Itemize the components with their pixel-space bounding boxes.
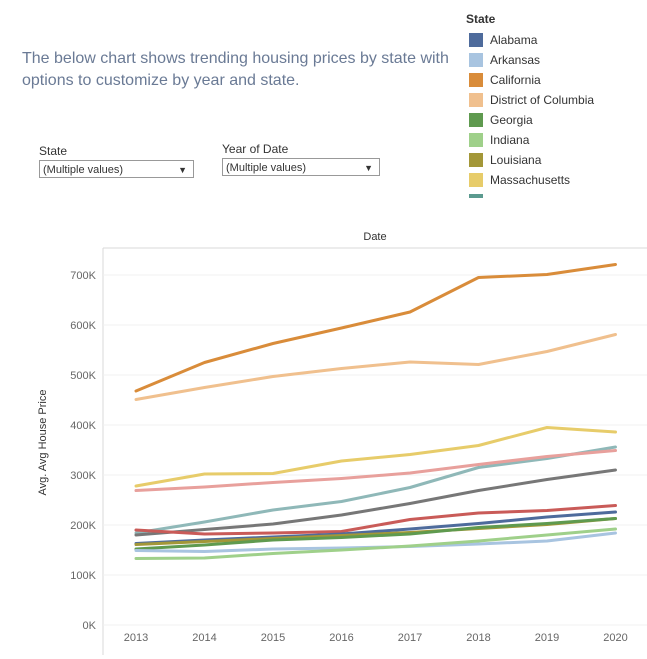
y-tick-label: 200K [70, 520, 96, 532]
x-tick-label: 2018 [466, 632, 490, 644]
x-tick-label: 2020 [603, 632, 627, 644]
series-line [134, 468, 617, 537]
legend-label: Indiana [490, 133, 530, 147]
y-tick-label: 100K [70, 570, 96, 582]
legend-swatch [469, 93, 483, 107]
legend-title: State [466, 12, 496, 26]
chevron-down-icon: ▼ [178, 165, 187, 175]
series-line [134, 426, 617, 488]
legend-swatch [469, 113, 483, 127]
legend-swatch [469, 173, 483, 187]
series-line [134, 263, 617, 393]
legend-items: Alabama Arkansas California District of Col… [466, 30, 636, 190]
series-line [134, 504, 617, 536]
year-filter-value: (Multiple values) [226, 162, 307, 174]
legend-swatch [469, 73, 483, 87]
series-line [134, 527, 617, 560]
legend-item[interactable]: California [466, 70, 636, 90]
legend-overflow-swatch [469, 194, 483, 198]
legend-label: California [490, 73, 541, 87]
state-filter-value: (Multiple values) [43, 164, 124, 176]
x-tick-label: 2013 [124, 632, 148, 644]
legend-item[interactable]: Georgia [466, 110, 636, 130]
y-tick-label: 700K [70, 270, 96, 282]
legend-item[interactable]: Indiana [466, 130, 636, 150]
line-chart: Date 0K 100K 200K 300K 400K 500K 600K 700K Avg. A… [37, 231, 647, 655]
y-axis-label: Avg. Avg House Price [37, 390, 49, 496]
y-tick-label: 300K [70, 470, 96, 482]
series-line [134, 445, 617, 535]
legend: State Alabama Arkansas California District … [466, 12, 636, 198]
state-filter-label: State [39, 144, 68, 158]
series-line [134, 449, 617, 492]
y-tick-label: 0K [83, 620, 97, 632]
x-tick-label: 2015 [261, 632, 285, 644]
legend-label: Massachusetts [490, 173, 571, 187]
year-filter: Year of Date (Multiple values) ▼ [222, 142, 380, 176]
year-filter-label: Year of Date [222, 142, 289, 156]
legend-swatch [469, 133, 483, 147]
chart-title: Date [363, 231, 386, 243]
y-tick-label: 500K [70, 370, 96, 382]
legend-label: Georgia [490, 113, 533, 127]
legend-swatch [469, 33, 483, 47]
x-tick-label: 2014 [192, 632, 216, 644]
y-tick-label: 400K [70, 420, 96, 432]
legend-label: Louisiana [490, 153, 542, 167]
series-line [134, 333, 617, 401]
legend-item[interactable]: Massachusetts [466, 170, 636, 190]
legend-label: Alabama [490, 33, 538, 47]
legend-swatch [469, 53, 483, 67]
legend-item[interactable]: Louisiana [466, 150, 636, 170]
y-tick-label: 600K [70, 320, 96, 332]
x-tick-label: 2019 [535, 632, 559, 644]
legend-swatch [469, 153, 483, 167]
legend-item[interactable]: Arkansas [466, 50, 636, 70]
x-tick-label: 2016 [329, 632, 353, 644]
legend-label: Arkansas [490, 53, 541, 67]
legend-item[interactable]: District of Columbia [466, 90, 636, 110]
series-line [134, 517, 617, 551]
year-filter-dropdown[interactable]: (Multiple values) ▼ [222, 158, 380, 176]
legend-label: District of Columbia [490, 93, 595, 107]
chevron-down-icon: ▼ [364, 163, 373, 173]
state-filter: State (Multiple values) ▼ [39, 144, 194, 178]
x-tick-label: 2017 [398, 632, 422, 644]
state-filter-dropdown[interactable]: (Multiple values) ▼ [39, 160, 194, 178]
chart-description: The below chart shows trending housing p… [22, 50, 449, 89]
legend-item[interactable]: Alabama [466, 30, 636, 50]
